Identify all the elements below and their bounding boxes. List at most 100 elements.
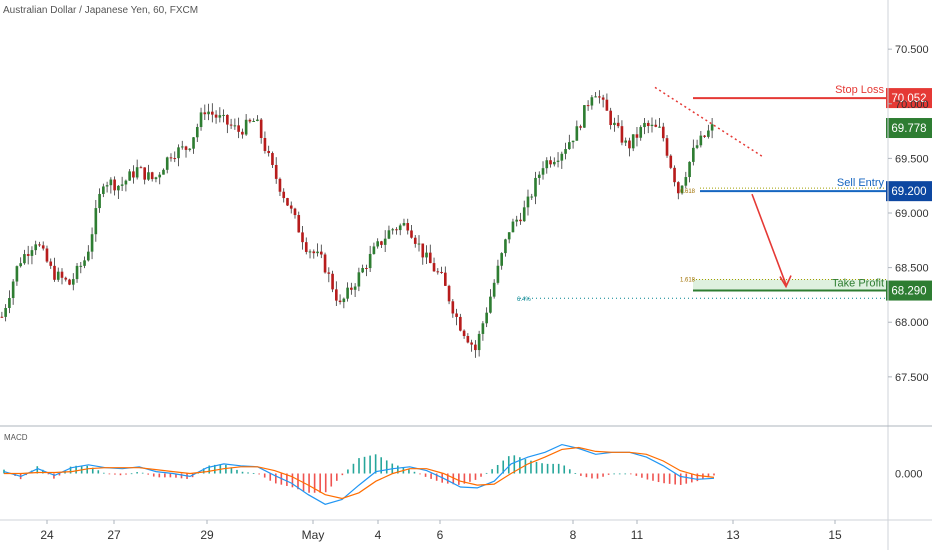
candle-body[interactable] [564,149,567,154]
candle-body[interactable] [222,114,225,116]
candle-body[interactable] [83,260,86,266]
candle-body[interactable] [451,301,455,314]
candle-body[interactable] [45,248,49,262]
candle-body[interactable] [289,205,293,209]
candle-body[interactable] [203,112,207,115]
candle-body[interactable] [113,179,116,191]
candle-body[interactable] [643,122,646,128]
candle-body[interactable] [8,298,11,308]
candle-body[interactable] [507,232,511,240]
candle-body[interactable] [598,96,601,98]
candle-body[interactable] [86,251,90,261]
candle-body[interactable] [38,244,41,246]
candle-body[interactable] [102,186,105,194]
candle-body[interactable] [680,185,684,194]
candle-body[interactable] [132,171,135,178]
candle-body[interactable] [214,114,218,118]
candle-body[interactable] [447,285,451,302]
candle-body[interactable] [169,157,173,159]
candle-body[interactable] [263,137,267,151]
candle-body[interactable] [173,158,177,160]
candle-body[interactable] [459,316,462,331]
candle-body[interactable] [147,172,150,180]
candle-body[interactable] [676,182,680,194]
candle-body[interactable] [605,99,609,111]
candle-body[interactable] [79,265,83,267]
candle-body[interactable] [474,344,477,351]
candle-body[interactable] [184,146,188,150]
candle-body[interactable] [297,215,301,233]
candle-body[interactable] [15,266,19,282]
candle-body[interactable] [237,125,240,132]
candle-body[interactable] [594,96,597,98]
candle-body[interactable] [271,153,274,165]
candle-body[interactable] [346,287,349,299]
candle-body[interactable] [11,281,15,299]
candle-body[interactable] [278,178,282,192]
candle-body[interactable] [165,157,169,170]
candle-body[interactable] [575,126,579,141]
candle-body[interactable] [583,105,586,128]
candle-body[interactable] [661,126,665,139]
candle-body[interactable] [639,127,643,138]
price-plot[interactable] [0,90,714,358]
candle-body[interactable] [286,198,289,206]
candle-body[interactable] [579,126,582,128]
candle-body[interactable] [0,316,4,318]
candle-body[interactable] [23,254,26,264]
candle-body[interactable] [665,138,669,156]
candle-body[interactable] [534,177,537,197]
candle-body[interactable] [158,174,162,178]
candle-body[interactable] [304,242,308,252]
candle-body[interactable] [650,124,654,127]
candle-body[interactable] [316,251,319,254]
candle-body[interactable] [353,286,357,290]
candle-body[interactable] [413,237,417,244]
candle-body[interactable] [391,229,395,231]
candle-body[interactable] [421,243,425,258]
candle-body[interactable] [319,251,323,255]
candle-body[interactable] [590,97,594,106]
candle-body[interactable] [410,230,413,238]
candle-body[interactable] [398,225,402,231]
candle-body[interactable] [586,105,590,107]
candle-body[interactable] [500,253,503,266]
candle-body[interactable] [233,125,237,127]
candle-body[interactable] [432,263,436,272]
candle-body[interactable] [252,121,255,123]
candle-body[interactable] [109,179,113,186]
candle-body[interactable] [646,122,650,127]
candle-body[interactable] [470,342,473,345]
candle-body[interactable] [128,171,131,181]
candle-body[interactable] [609,110,612,126]
candle-body[interactable] [207,111,210,115]
candle-body[interactable] [135,167,139,178]
candle-body[interactable] [417,243,421,245]
candle-body[interactable] [120,184,124,186]
candle-body[interactable] [56,271,60,280]
candle-body[interactable] [256,119,259,122]
candle-body[interactable] [692,147,695,162]
candle-body[interactable] [308,251,312,253]
candle-body[interactable] [274,164,278,179]
candle-body[interactable] [150,172,154,180]
candle-body[interactable] [68,279,71,285]
candle-body[interactable] [541,168,545,175]
candle-body[interactable] [601,97,605,100]
candle-body[interactable] [684,177,688,186]
candle-body[interactable] [26,254,30,256]
candle-body[interactable] [75,265,79,280]
candle-body[interactable] [372,246,376,254]
candle-body[interactable] [462,330,466,337]
candle-body[interactable] [335,289,338,301]
candle-body[interactable] [218,115,222,118]
candle-body[interactable] [143,167,146,180]
candle-body[interactable] [4,307,7,317]
candle-body[interactable] [53,265,56,280]
candle-body[interactable] [443,272,447,286]
candle-body[interactable] [248,119,252,122]
candle-body[interactable] [556,160,560,162]
candle-body[interactable] [628,140,631,149]
candle-body[interactable] [376,241,379,247]
